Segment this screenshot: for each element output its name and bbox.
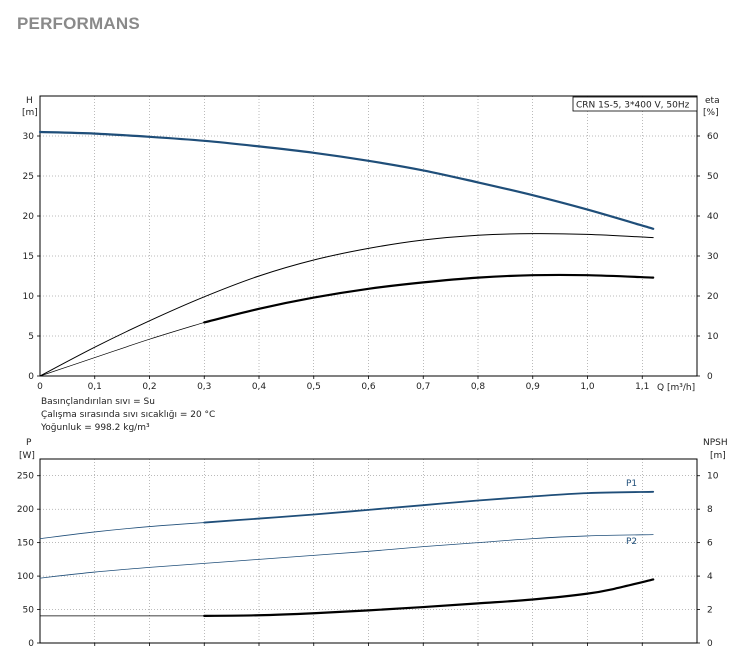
x-tick-label: 0 (37, 382, 43, 392)
p2-series-label: P2 (626, 537, 637, 547)
p1-series-label: P1 (626, 479, 637, 489)
bottom-y-right-tick-label: 6 (707, 539, 713, 549)
bottom-y-left-tick-label: 150 (17, 539, 34, 549)
model-label-box (572, 96, 698, 112)
top-y-left-tick-label: 5 (28, 332, 34, 342)
top-y-left-tick-label: 20 (23, 212, 35, 222)
top-x-axis-label: Q [m³/h] (657, 383, 695, 393)
bottom-left-axis-label-1: P (26, 438, 32, 448)
top-left-axis-label-2: [m] (22, 108, 38, 118)
bottom-series (39, 490, 655, 617)
bottom-y-left-tick-label: 0 (28, 639, 34, 649)
temperature-note: Çalışma sırasında sıvı sıcaklığı = 20 °C (41, 410, 215, 420)
density-note: Yoğunluk = 998.2 kg/m³ (40, 423, 150, 433)
top-ticks: 0 0,1 0,2 0,3 0,4 0,5 0,6 0,7 0,8 0,9 1,0 1,1 0 5 10 15… (23, 132, 719, 392)
bottom-y-right-tick-label: 0 (707, 639, 713, 649)
top-series-line-2 (39, 322, 205, 377)
top-y-left-tick-label: 10 (23, 292, 35, 302)
bottom-right-axis-label-1: NPSH (703, 438, 728, 448)
power-npsh-chart: 0 50 100 150 200 250 0 2 4 6 8 10 P [W] NPSH [m] P1… (17, 438, 728, 649)
top-series-line-0 (38, 130, 655, 230)
page-title: PERFORMANS (17, 14, 140, 33)
top-series-line-3 (203, 273, 655, 324)
x-tick-label: 0,6 (361, 382, 376, 392)
x-tick-label: 0,4 (252, 382, 267, 392)
x-tick-label: 0,1 (88, 382, 102, 392)
x-tick-label: 0,8 (471, 382, 486, 392)
bottom-series-line-1 (203, 490, 655, 524)
bottom-y-left-tick-label: 100 (17, 572, 34, 582)
fluid-note: Basınçlandırılan sıvı = Su (41, 397, 155, 407)
bottom-grid (40, 459, 697, 643)
x-tick-label: 1,0 (580, 382, 595, 392)
bottom-right-axis-label-2: [m] (710, 451, 726, 461)
top-y-right-tick-label: 60 (707, 132, 719, 142)
top-grid (40, 96, 697, 376)
x-tick-label: 0,5 (307, 382, 321, 392)
bottom-series-line-4 (203, 578, 655, 617)
model-label: CRN 1S-5, 3*400 V, 50Hz (576, 101, 690, 111)
x-tick-label: 0,2 (142, 382, 156, 392)
top-y-right-tick-label: 30 (707, 252, 719, 262)
top-series (38, 130, 655, 377)
bottom-y-right-tick-label: 2 (707, 606, 713, 616)
bottom-ticks: 0 50 100 150 200 250 0 2 4 6 8 10 (17, 472, 719, 649)
top-right-axis-label-1: eta (705, 96, 720, 106)
bottom-y-right-tick-label: 10 (707, 472, 719, 482)
top-y-left-tick-label: 30 (23, 132, 35, 142)
top-y-right-tick-label: 0 (707, 372, 713, 382)
top-y-right-tick-label: 10 (707, 332, 719, 342)
top-right-axis-label-2: [%] (703, 108, 719, 118)
x-tick-label: 1,1 (635, 382, 649, 392)
top-y-right-tick-label: 40 (707, 212, 719, 222)
top-left-axis-label-1: H (26, 96, 33, 106)
bottom-series-line-2 (39, 534, 654, 579)
x-tick-label: 0,7 (416, 382, 430, 392)
top-y-right-tick-label: 50 (707, 172, 719, 182)
top-y-left-tick-label: 0 (28, 372, 34, 382)
x-tick-label: 0,3 (197, 382, 211, 392)
bottom-y-left-tick-label: 200 (17, 505, 34, 515)
bottom-y-left-tick-label: 50 (23, 606, 35, 616)
head-efficiency-chart: 0 0,1 0,2 0,3 0,4 0,5 0,6 0,7 0,8 0,9 1,0 1,1 0 5 10 15… (22, 95, 720, 433)
bottom-series-line-0 (39, 522, 205, 540)
top-y-right-tick-label: 20 (707, 292, 719, 302)
bottom-y-right-tick-label: 8 (707, 505, 713, 515)
bottom-y-left-tick-label: 250 (17, 472, 34, 482)
bottom-y-right-tick-label: 4 (707, 572, 713, 582)
bottom-left-axis-label-2: [W] (19, 451, 35, 461)
top-y-left-tick-label: 25 (23, 172, 34, 182)
x-tick-label: 0,9 (526, 382, 541, 392)
top-series-line-1 (39, 233, 654, 377)
top-y-left-tick-label: 15 (23, 252, 34, 262)
